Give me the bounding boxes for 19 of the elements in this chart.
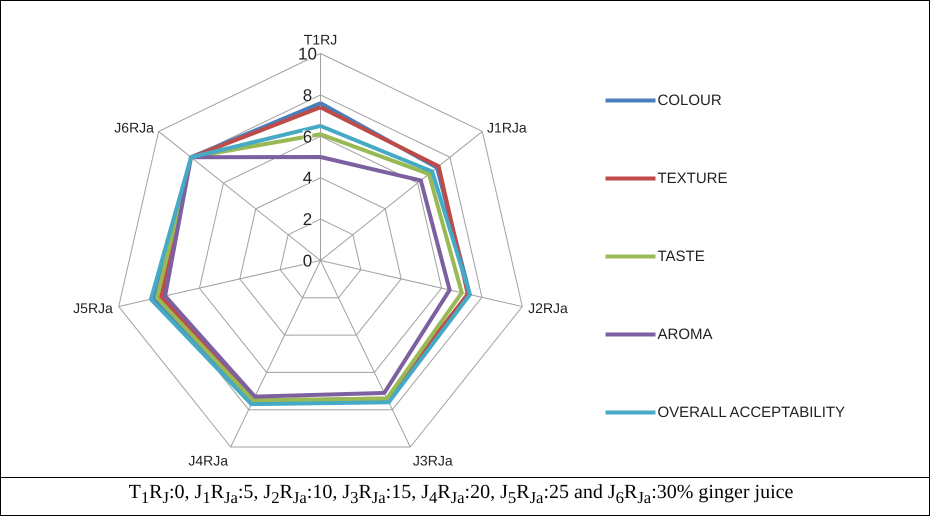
legend-label: COLOUR bbox=[658, 92, 722, 109]
y-tick-label: 2 bbox=[302, 210, 312, 230]
spoke-label: J1RJa bbox=[487, 120, 527, 136]
y-tick-label: 0 bbox=[302, 252, 312, 270]
text: T$_{1}$R$_{J}$:0, J$_{1}$R$_{Ja}$:5, J$_{2}$R$_{Ja}$:10, J$_{3}$R$_{Ja}$:15, J$_{4}$R$_{Ja}$:20, J$_{5}$R$_{Ja}$:25 and J$_{6}$R$_{Ja}$:30% ginger juice bbox=[128, 481, 794, 507]
y-tick-label: 4 bbox=[302, 168, 312, 188]
legend-label: TASTE bbox=[658, 248, 705, 265]
spoke-label: J2RJa bbox=[528, 300, 568, 316]
spoke-label: T1RJ bbox=[304, 32, 338, 48]
legend-label: TEXTURE bbox=[658, 170, 728, 187]
y-tick-label: 10 bbox=[298, 44, 317, 64]
spoke-label: J4RJa bbox=[188, 452, 228, 468]
y-tick-label: 8 bbox=[302, 86, 312, 105]
spoke-label: J5RJa bbox=[73, 300, 114, 316]
y-tick-label: 6 bbox=[302, 127, 312, 146]
legend-label: OVERALL ACCEPTABILITY bbox=[658, 404, 846, 421]
legend-label: AROMA bbox=[658, 326, 713, 343]
spoke-label: J6RJa bbox=[114, 120, 154, 136]
spoke-label: J3RJa bbox=[412, 452, 453, 468]
